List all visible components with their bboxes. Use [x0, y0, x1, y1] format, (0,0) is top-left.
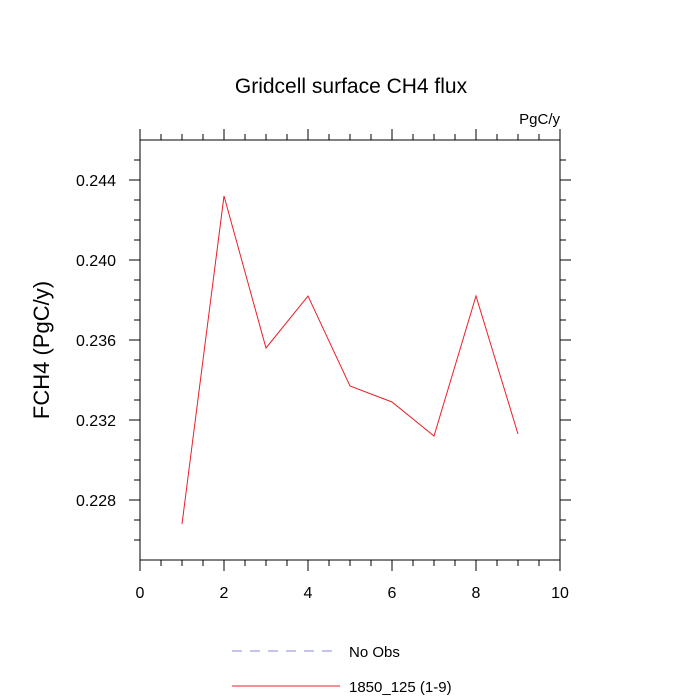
x-tick-label: 4	[304, 585, 313, 602]
units-label: PgC/y	[519, 111, 560, 128]
y-tick-label: 0.240	[76, 253, 116, 270]
y-tick-label: 0.228	[76, 493, 116, 510]
series-line-1850-125	[181, 195, 519, 525]
legend-label-1850-125: 1850_125 (1-9)	[349, 679, 452, 696]
x-tick-label: 10	[551, 585, 569, 602]
x-tick-label: 8	[472, 585, 481, 602]
axis-ticks	[129, 129, 571, 571]
y-tick-label: 0.236	[76, 333, 116, 350]
x-tick-label: 2	[220, 585, 229, 602]
y-tick-label: 0.232	[76, 413, 116, 430]
legend: No Obs 1850_125 (1-9)	[232, 644, 452, 696]
series-layer	[181, 195, 519, 525]
plot-frame	[139, 139, 561, 561]
y-axis-label: FCH4 (PgC/y)	[29, 281, 54, 419]
x-tick-label: 6	[388, 585, 397, 602]
x-tick-label: 0	[136, 585, 145, 602]
chart-title: Gridcell surface CH4 flux	[235, 75, 468, 98]
x-tick-labels: 0 2 4 6 8 10	[136, 585, 569, 602]
y-tick-labels: 0.228 0.232 0.236 0.240 0.244	[76, 173, 116, 510]
y-tick-label: 0.244	[76, 173, 116, 190]
legend-label-no-obs: No Obs	[349, 644, 400, 661]
